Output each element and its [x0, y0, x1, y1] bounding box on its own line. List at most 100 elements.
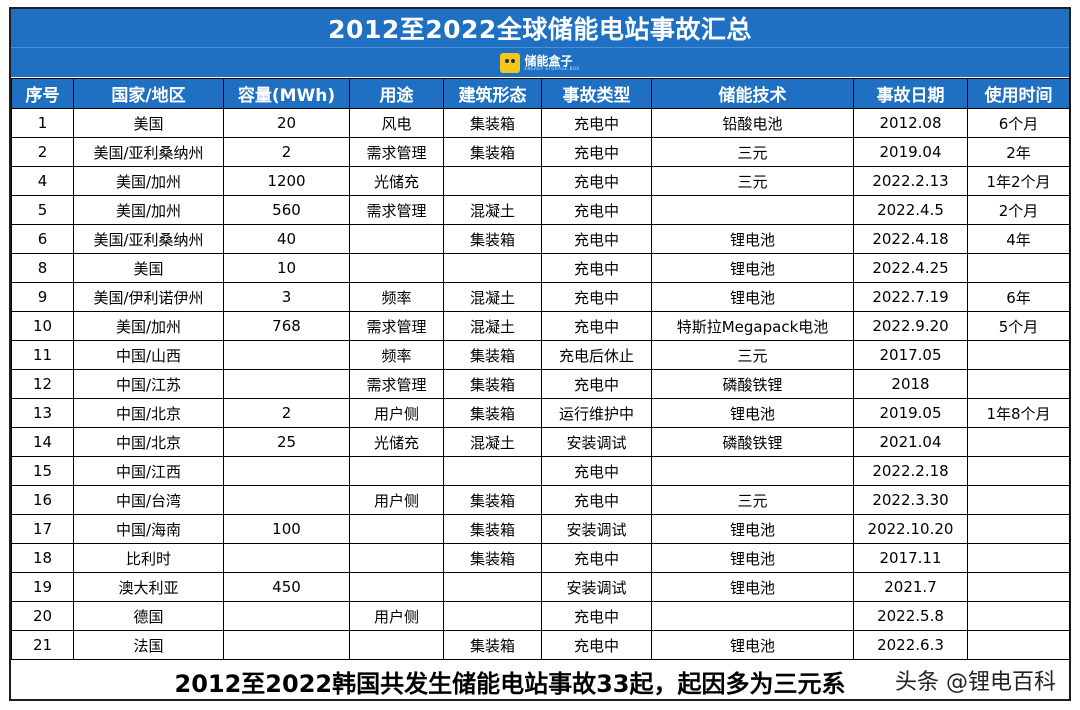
table-cell: 安装调试 — [541, 514, 652, 544]
table-cell — [651, 601, 854, 631]
table-row: 6 美国/亚利桑纳州 40 集装箱 充电中 锂电池 2022.4.18 4年 — [11, 224, 1070, 254]
table-row: 13 中国/北京 2 用户侧 集装箱 运行维护中 锂电池 2019.05 1年8个月 — [11, 398, 1070, 428]
table-cell: 混凝土 — [443, 311, 542, 341]
table-cell: 集装箱 — [443, 108, 542, 138]
table-cell: 10 — [11, 311, 74, 341]
table-cell: 768 — [223, 311, 350, 341]
table-row: 16 中国/台湾 用户侧 集装箱 充电中 三元 2022.3.30 — [11, 485, 1070, 515]
footer-note: 2012至2022韩国共发生储能电站事故33起，起因多为三元系 — [11, 662, 1069, 700]
table-cell — [349, 253, 444, 283]
table-cell: 2022.2.13 — [853, 166, 968, 196]
table-cell — [349, 543, 444, 573]
table-frame — [9, 7, 1071, 701]
table-cell: 充电中 — [541, 137, 652, 167]
table-cell — [223, 485, 350, 515]
table-cell: 2 — [11, 137, 74, 167]
table-cell: 2012.08 — [853, 108, 968, 138]
table-cell — [349, 224, 444, 254]
table-cell: 用户侧 — [349, 485, 444, 515]
column-header: 容量(MWh) — [223, 78, 350, 109]
table-row: 19 澳大利亚 450 安装调试 锂电池 2021.7 — [11, 572, 1070, 602]
column-header: 储能技术 — [651, 78, 854, 109]
table-cell: 混凝土 — [443, 427, 542, 457]
table-cell: 19 — [11, 572, 74, 602]
column-header: 事故类型 — [541, 78, 652, 109]
table-cell: 集装箱 — [443, 224, 542, 254]
table-cell: 5 — [11, 195, 74, 225]
table-cell: 集装箱 — [443, 514, 542, 544]
table-cell — [223, 456, 350, 486]
table-cell: 5个月 — [967, 311, 1070, 341]
table-cell: 三元 — [651, 485, 854, 515]
table-cell: 集装箱 — [443, 543, 542, 573]
table-cell: 2022.4.18 — [853, 224, 968, 254]
table-cell: 2022.2.18 — [853, 456, 968, 486]
table-cell: 14 — [11, 427, 74, 457]
table-cell: 锂电池 — [651, 630, 854, 660]
table-row: 1 美国 20 风电 集装箱 充电中 铅酸电池 2012.08 6个月 — [11, 108, 1070, 138]
table-cell — [967, 253, 1070, 283]
table-cell: 集装箱 — [443, 398, 542, 428]
table-cell — [223, 340, 350, 370]
table-cell: 2021.04 — [853, 427, 968, 457]
table-cell: 充电中 — [541, 166, 652, 196]
table-cell: 美国/亚利桑纳州 — [73, 137, 224, 167]
table-cell — [349, 630, 444, 660]
table-cell: 磷酸铁锂 — [651, 427, 854, 457]
table-cell: 12 — [11, 369, 74, 399]
table-cell: 充电中 — [541, 485, 652, 515]
table-cell: 充电后休止 — [541, 340, 652, 370]
footer-text: 2012至2022韩国共发生储能电站事故33起，起因多为三元系 — [174, 669, 846, 698]
table-cell: 三元 — [651, 137, 854, 167]
table-cell — [223, 369, 350, 399]
table-cell: 充电中 — [541, 282, 652, 312]
table-cell: 混凝土 — [443, 195, 542, 225]
table-cell: 10 — [223, 253, 350, 283]
table-cell: 充电中 — [541, 601, 652, 631]
table-cell: 集装箱 — [443, 369, 542, 399]
table-cell: 锂电池 — [651, 514, 854, 544]
table-row: 8 美国 10 充电中 锂电池 2022.4.25 — [11, 253, 1070, 283]
table-cell: 频率 — [349, 340, 444, 370]
table-cell: 需求管理 — [349, 137, 444, 167]
table-cell: 用户侧 — [349, 398, 444, 428]
table-cell: 运行维护中 — [541, 398, 652, 428]
table-cell: 2 — [223, 137, 350, 167]
logo: 储能盒子 ENERGY STORAGE BOX — [500, 52, 579, 73]
table-cell: 2019.05 — [853, 398, 968, 428]
table-cell — [223, 543, 350, 573]
table-cell: 需求管理 — [349, 195, 444, 225]
table-cell: 充电中 — [541, 369, 652, 399]
table-row: 17 中国/海南 100 集装箱 安装调试 锂电池 2022.10.20 — [11, 514, 1070, 544]
table-cell: 三元 — [651, 166, 854, 196]
table-cell: 充电中 — [541, 253, 652, 283]
table-cell: 需求管理 — [349, 369, 444, 399]
column-header: 序号 — [11, 78, 74, 109]
table-row: 12 中国/江苏 需求管理 集装箱 充电中 磷酸铁锂 2018 — [11, 369, 1070, 399]
table-cell: 充电中 — [541, 311, 652, 341]
box-mascot-icon — [500, 52, 521, 73]
table-cell: 锂电池 — [651, 398, 854, 428]
table-cell: 中国/江西 — [73, 456, 224, 486]
title-text: 2012至2022全球储能电站事故汇总 — [328, 15, 752, 44]
table-cell: 安装调试 — [541, 427, 652, 457]
table-cell: 充电中 — [541, 456, 652, 486]
table-cell: 中国/海南 — [73, 514, 224, 544]
table-row: 9 美国/伊利诺伊州 3 频率 混凝土 充电中 锂电池 2022.7.19 6年 — [11, 282, 1070, 312]
table-cell: 2021.7 — [853, 572, 968, 602]
table-cell: 3 — [223, 282, 350, 312]
table-row: 14 中国/北京 25 光储充 混凝土 安装调试 磷酸铁锂 2021.04 — [11, 427, 1070, 457]
table-row: 15 中国/江西 充电中 2022.2.18 — [11, 456, 1070, 486]
table-cell: 2个月 — [967, 195, 1070, 225]
table-cell: 集装箱 — [443, 137, 542, 167]
table-cell: 锂电池 — [651, 224, 854, 254]
table-cell: 光储充 — [349, 427, 444, 457]
column-header: 事故日期 — [853, 78, 968, 109]
table-cell — [967, 630, 1070, 660]
table-cell: 美国/加州 — [73, 166, 224, 196]
table-cell: 锂电池 — [651, 572, 854, 602]
table-body: 1 美国 20 风电 集装箱 充电中 铅酸电池 2012.08 6个月 2 美国/亚利桑纳州 2 需求管… — [11, 108, 1070, 660]
table-cell: 美国 — [73, 253, 224, 283]
table-cell: 集装箱 — [443, 340, 542, 370]
table-cell: 磷酸铁锂 — [651, 369, 854, 399]
